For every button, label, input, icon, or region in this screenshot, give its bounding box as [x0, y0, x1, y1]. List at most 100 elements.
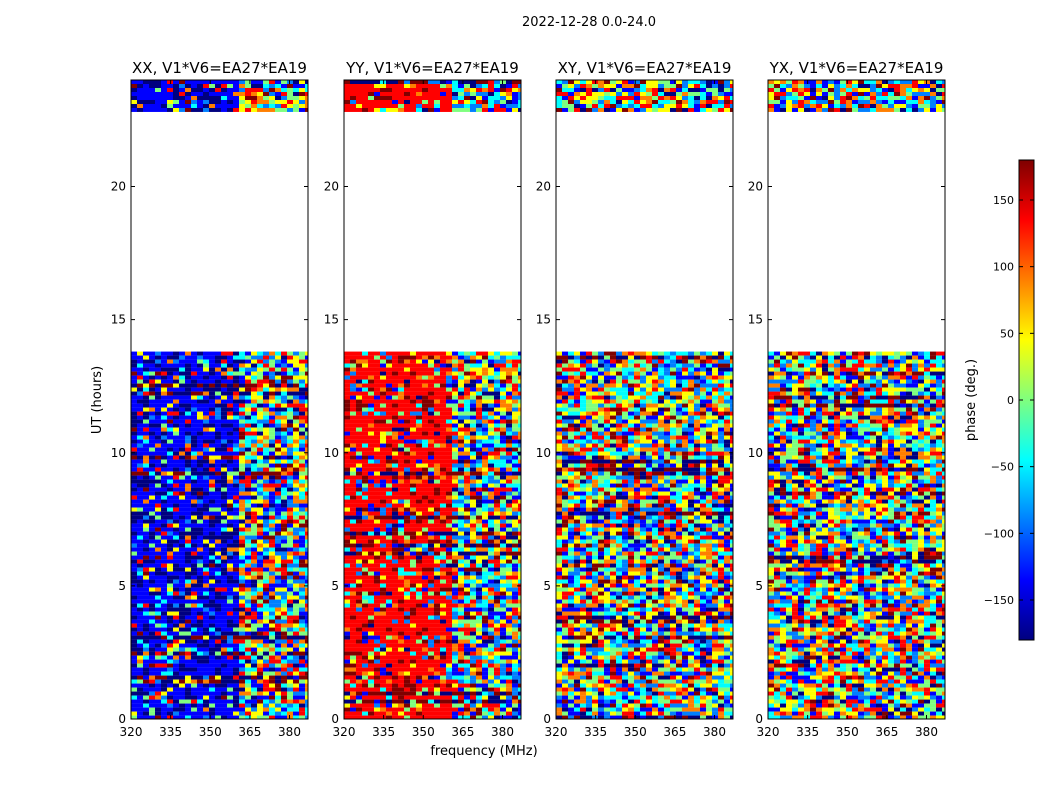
heatmap-cell [233, 595, 239, 600]
heatmap-cell [185, 407, 191, 412]
heatmap-cell [227, 707, 233, 712]
heatmap-cell [215, 407, 221, 412]
heatmap-cell [293, 539, 299, 544]
heatmap-cell [464, 423, 470, 428]
heatmap-cell [179, 535, 185, 540]
heatmap-cell [239, 683, 245, 688]
heatmap-cell [380, 455, 386, 460]
heatmap-cell [251, 403, 257, 408]
heatmap-cell [428, 399, 434, 404]
heatmap-cell [221, 351, 227, 356]
heatmap-cell [287, 607, 293, 612]
heatmap-cell [131, 683, 137, 688]
heatmap-cell [476, 571, 482, 576]
heatmap-cell [167, 691, 173, 696]
heatmap-cell [167, 92, 173, 96]
heatmap-cell [350, 491, 356, 496]
heatmap-cell [245, 463, 251, 468]
heatmap-cell [167, 535, 173, 540]
heatmap-cell [221, 443, 227, 448]
heatmap-cell [392, 487, 398, 492]
heatmap-cell [512, 351, 518, 356]
heatmap-cell [155, 471, 161, 476]
heatmap-cell [161, 447, 167, 452]
heatmap-cell [488, 535, 494, 540]
heatmap-cell [434, 459, 440, 464]
heatmap-cell [161, 351, 167, 356]
heatmap-cell [179, 499, 185, 504]
heatmap-cell [179, 563, 185, 568]
heatmap-cell [209, 691, 215, 696]
heatmap-cell [386, 419, 392, 424]
heatmap-cell [161, 104, 167, 108]
heatmap-cell [161, 363, 167, 368]
heatmap-cell [155, 487, 161, 492]
heatmap-cell [518, 503, 521, 508]
heatmap-cell [173, 92, 179, 96]
heatmap-cell [173, 659, 179, 664]
heatmap-cell [404, 543, 410, 548]
heatmap-cell [287, 703, 293, 708]
heatmap-cell [293, 515, 299, 520]
heatmap-cell [215, 591, 221, 596]
heatmap-cell [203, 80, 209, 84]
heatmap-cell [386, 503, 392, 508]
heatmap-cell [263, 503, 269, 508]
heatmap-cell [173, 687, 179, 692]
heatmap-cell [173, 467, 179, 472]
heatmap-cell [143, 443, 149, 448]
heatmap-cell [380, 555, 386, 560]
heatmap-cell [500, 415, 506, 420]
heatmap-cell [227, 643, 233, 648]
heatmap-cell [416, 367, 422, 372]
heatmap-cell [287, 631, 293, 636]
heatmap-cell [227, 579, 233, 584]
heatmap-cell [482, 455, 488, 460]
heatmap-cell [155, 687, 161, 692]
heatmap-cell [392, 431, 398, 436]
heatmap-cell [374, 603, 380, 608]
heatmap-cell [293, 80, 299, 84]
heatmap-cell [476, 539, 482, 544]
heatmap-cell [185, 104, 191, 108]
heatmap-cell [392, 375, 398, 380]
heatmap-cell [161, 559, 167, 564]
heatmap-cell [380, 515, 386, 520]
heatmap-cell [404, 419, 410, 424]
heatmap-cell [275, 491, 281, 496]
heatmap-cell [179, 96, 185, 100]
heatmap-cell [500, 523, 506, 528]
heatmap-cell [257, 415, 263, 420]
heatmap-cell [488, 359, 494, 364]
heatmap-cell [281, 507, 287, 512]
heatmap-cell [506, 539, 512, 544]
heatmap-cell [239, 431, 245, 436]
heatmap-cell [299, 92, 305, 96]
heatmap-cell [227, 379, 233, 384]
heatmap-cell [263, 519, 269, 524]
heatmap-cell [191, 451, 197, 456]
heatmap-cell [380, 375, 386, 380]
heatmap-cell [350, 495, 356, 500]
heatmap-cell [149, 639, 155, 644]
heatmap-cell [512, 435, 518, 440]
heatmap-cell [494, 551, 500, 556]
heatmap-cell [263, 455, 269, 460]
heatmap-cell [293, 547, 299, 552]
heatmap-cell [356, 439, 362, 444]
heatmap-cell [506, 475, 512, 480]
heatmap-cell [446, 515, 452, 520]
heatmap-cell [392, 511, 398, 516]
heatmap-cell [227, 459, 233, 464]
heatmap-cell [476, 431, 482, 436]
heatmap-cell [305, 671, 308, 676]
heatmap-cell [245, 439, 251, 444]
heatmap-cell [263, 355, 269, 360]
heatmap-cell [374, 459, 380, 464]
heatmap-cell [197, 88, 203, 92]
heatmap-cell [215, 511, 221, 516]
heatmap-cell [470, 479, 476, 484]
heatmap-cell [392, 399, 398, 404]
heatmap-cell [143, 643, 149, 648]
heatmap-cell [398, 435, 404, 440]
